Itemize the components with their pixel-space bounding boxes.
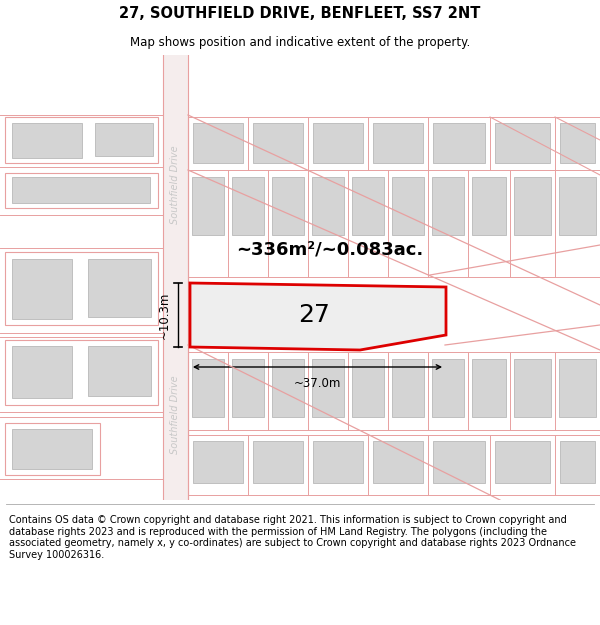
Bar — [232, 359, 264, 417]
Polygon shape — [190, 283, 446, 350]
Bar — [12, 429, 92, 469]
Text: Map shows position and indicative extent of the property.: Map shows position and indicative extent… — [130, 36, 470, 49]
Bar — [373, 123, 423, 163]
Bar — [88, 346, 151, 396]
Text: Southfield Drive: Southfield Drive — [170, 376, 181, 454]
Bar — [559, 359, 596, 417]
Bar — [373, 441, 423, 483]
Bar — [232, 177, 264, 235]
Bar — [272, 359, 304, 417]
Bar — [192, 177, 224, 235]
Bar — [495, 441, 550, 483]
Bar — [432, 359, 464, 417]
Bar — [560, 441, 595, 483]
Bar — [352, 359, 384, 417]
Text: 27, SOUTHFIELD DRIVE, BENFLEET, SS7 2NT: 27, SOUTHFIELD DRIVE, BENFLEET, SS7 2NT — [119, 6, 481, 21]
Bar — [253, 441, 303, 483]
Bar — [313, 441, 363, 483]
Bar — [352, 177, 384, 235]
Bar — [193, 123, 243, 163]
Bar — [193, 441, 243, 483]
Bar — [12, 346, 72, 398]
Bar — [392, 359, 424, 417]
Bar — [163, 55, 188, 500]
Bar — [432, 177, 464, 235]
Bar — [392, 177, 424, 235]
Text: 27: 27 — [299, 303, 331, 327]
Bar — [12, 177, 150, 203]
Bar — [253, 123, 303, 163]
Bar — [313, 123, 363, 163]
Bar — [88, 259, 151, 317]
Text: ~336m²/~0.083ac.: ~336m²/~0.083ac. — [236, 241, 424, 259]
Bar — [12, 123, 82, 158]
Text: Southfield Drive: Southfield Drive — [170, 146, 181, 224]
Bar — [559, 177, 596, 235]
Bar — [312, 177, 344, 235]
Bar — [560, 123, 595, 163]
Bar — [312, 359, 344, 417]
Text: Contains OS data © Crown copyright and database right 2021. This information is : Contains OS data © Crown copyright and d… — [9, 515, 576, 560]
Bar — [95, 123, 153, 156]
Bar — [272, 177, 304, 235]
Bar — [514, 359, 551, 417]
Bar — [192, 359, 224, 417]
Bar — [514, 177, 551, 235]
Bar — [433, 123, 485, 163]
Text: ~37.0m: ~37.0m — [294, 377, 341, 390]
Text: ~10.3m: ~10.3m — [158, 291, 171, 339]
Bar — [472, 359, 506, 417]
Bar — [495, 123, 550, 163]
Bar — [12, 259, 72, 319]
Bar — [472, 177, 506, 235]
Bar — [433, 441, 485, 483]
